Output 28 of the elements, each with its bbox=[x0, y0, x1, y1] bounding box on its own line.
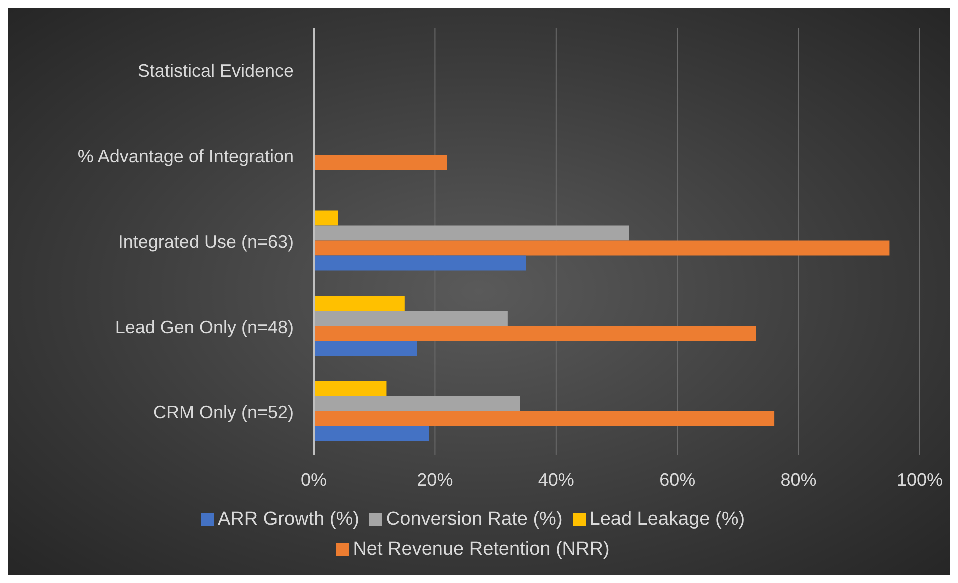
x-tick-label: 80% bbox=[780, 470, 817, 490]
legend-label: ARR Growth (%) bbox=[218, 509, 360, 530]
bar bbox=[314, 341, 418, 356]
bar bbox=[314, 412, 775, 427]
y-tick-label: CRM Only (n=52) bbox=[153, 402, 294, 423]
x-tick-label: 0% bbox=[300, 470, 328, 490]
x-tick-label: 40% bbox=[538, 470, 574, 490]
bar bbox=[314, 296, 405, 312]
y-tick-label: Integrated Use (n=63) bbox=[118, 232, 294, 252]
x-tick-label: 20% bbox=[417, 470, 454, 490]
bar bbox=[314, 396, 520, 412]
x-tick-label: 100% bbox=[896, 470, 944, 490]
bar bbox=[314, 256, 526, 271]
legend-label: Lead Leakage (%) bbox=[590, 509, 746, 530]
bar bbox=[314, 240, 890, 256]
bar bbox=[314, 226, 630, 241]
bar bbox=[314, 426, 430, 442]
y-tick-label: % Advantage of Integration bbox=[78, 146, 294, 166]
legend-label: Net Revenue Retention (NRR) bbox=[353, 539, 610, 560]
y-tick-label: Lead Gen Only (n=48) bbox=[115, 317, 294, 338]
legend-label: Conversion Rate (%) bbox=[386, 509, 563, 530]
bar bbox=[314, 155, 448, 170]
bar bbox=[314, 326, 756, 342]
bar bbox=[314, 382, 387, 397]
bar bbox=[314, 210, 338, 226]
bar bbox=[314, 311, 508, 326]
y-tick-label: Statistical Evidence bbox=[138, 61, 294, 82]
x-tick-label: 60% bbox=[660, 470, 696, 490]
